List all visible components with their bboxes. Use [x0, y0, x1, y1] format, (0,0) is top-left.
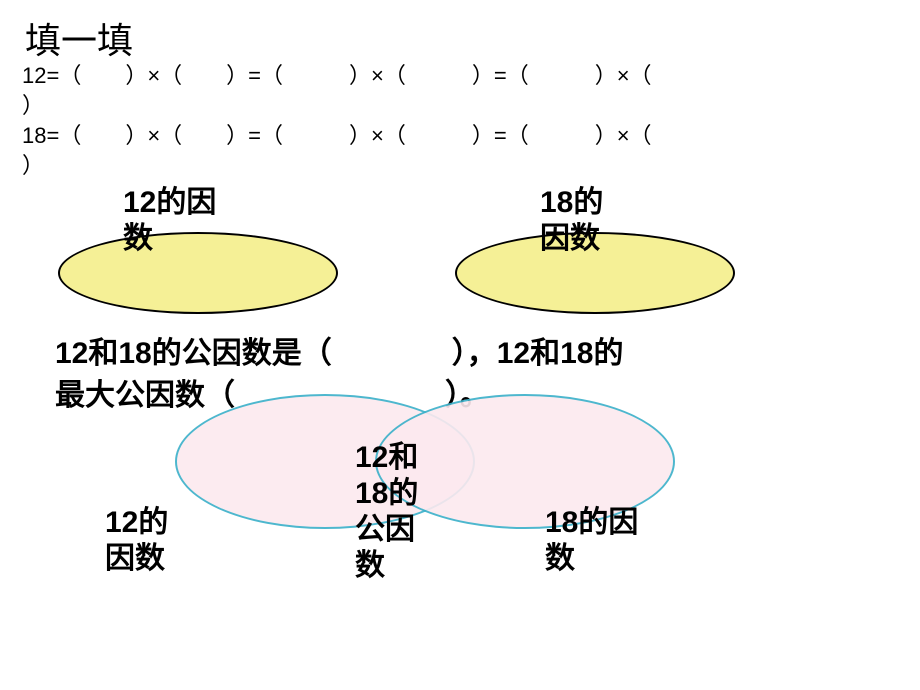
label-line: 因数: [540, 222, 600, 255]
label-18-factors-top: 18的 因数: [540, 185, 603, 257]
label-line: 数: [123, 222, 153, 255]
label-line: 12的因: [123, 186, 216, 219]
label-12-factors-top: 12的因 数: [123, 185, 216, 257]
label-line: 18的: [355, 477, 418, 510]
label-12-factors-bottom: 12的 因数: [105, 505, 168, 577]
label-line: 公因: [355, 513, 415, 546]
worksheet-title: 填一填: [25, 12, 133, 64]
label-line: 18的: [540, 186, 603, 219]
label-line: 12的: [105, 506, 168, 539]
label-line: 18的因: [545, 506, 638, 539]
label-line: 数: [545, 542, 575, 575]
equation-18: 18=（ ）×（ ）=（ ）×（ ）=（ ）×（: [22, 118, 652, 150]
label-line: 因数: [105, 542, 165, 575]
label-common-factors: 12和 18的 公因 数: [355, 440, 450, 584]
equation-18-tail: ）: [22, 148, 44, 180]
equation-12-tail: ）: [22, 88, 44, 120]
label-18-factors-bottom: 18的因 数: [545, 505, 638, 577]
common-factors-sentence-1: 12和18的公因数是（ ），12和18的: [55, 328, 623, 372]
label-line: 数: [355, 549, 385, 582]
label-line: 12和: [355, 441, 418, 474]
equation-12: 12=（ ）×（ ）=（ ）×（ ）=（ ）×（: [22, 58, 652, 90]
